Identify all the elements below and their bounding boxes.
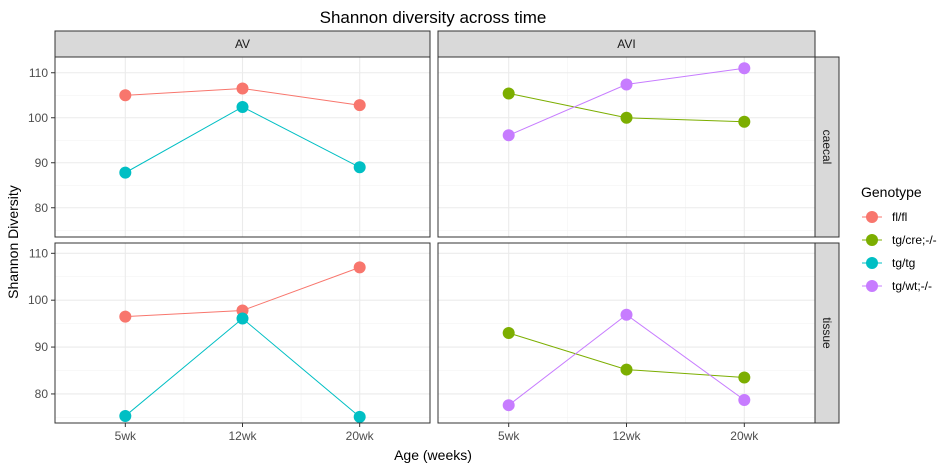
y-tick-label: 110: [29, 246, 48, 260]
legend-point-tg-wt: [866, 280, 878, 292]
legend-label-tg-wt: tg/wt;-/-: [892, 279, 932, 293]
facet-strip-av: [54, 30, 431, 58]
data-point-tg-cre: [738, 115, 751, 128]
legend-label-tg-cre: tg/cre;-/-: [892, 233, 937, 247]
panel-avi-tissue: 5wk 12wk 20wk: [437, 242, 816, 443]
chart-title: Shannon diversity across time: [320, 8, 547, 27]
x-tick-label: 5wk: [115, 429, 137, 443]
data-point-tg-cre: [738, 371, 751, 384]
facet-strip-tissue: [814, 242, 840, 424]
legend: Genotype fl/fl tg/cre;-/- tg/tg tg/wt;-/-: [861, 184, 937, 297]
x-tick-label: 12wk: [228, 429, 257, 443]
panel-border: [437, 242, 816, 424]
data-point-tg-tg: [119, 409, 132, 422]
legend-point-tg-cre: [866, 234, 878, 246]
facet-strip-label: tissue: [820, 317, 834, 349]
panel-av-tissue: 80 90 100 110 5wk 12wk 20wk: [28, 242, 431, 443]
facet-strip-caecal: [814, 56, 840, 238]
legend-point-tg-tg: [866, 257, 878, 269]
data-point-tg-tg: [236, 312, 249, 325]
data-point-fl-fl: [119, 89, 132, 102]
y-tick-label: 90: [35, 156, 49, 170]
data-point-fl-fl: [353, 261, 366, 274]
panel-border: [437, 56, 816, 238]
x-tick-label: 20wk: [346, 429, 375, 443]
data-point-tg-tg: [353, 161, 366, 174]
y-tick-label: 80: [35, 201, 49, 215]
panel-av-caecal: 80 90 100 110: [28, 56, 431, 238]
panel-border: [54, 242, 431, 424]
data-point-tg-wt: [620, 308, 633, 321]
data-point-tg-wt: [738, 62, 751, 75]
data-point-tg-wt: [620, 78, 633, 91]
facet-strip-avi: [437, 30, 816, 58]
data-point-tg-cre: [502, 327, 515, 339]
legend-point-fl-fl: [866, 211, 878, 223]
facet-strip-label: AV: [235, 37, 250, 51]
data-point-tg-cre: [502, 87, 515, 100]
y-tick-label: 80: [35, 387, 49, 401]
data-point-tg-tg: [236, 100, 249, 113]
y-tick-label: 110: [29, 66, 48, 80]
data-point-tg-cre: [620, 363, 633, 376]
legend-label-fl-fl: fl/fl: [892, 210, 907, 224]
data-point-tg-wt: [502, 399, 515, 412]
data-point-tg-tg: [119, 166, 132, 179]
x-tick-label: 20wk: [730, 429, 759, 443]
panel-avi-caecal: [437, 56, 816, 238]
x-axis-title: Age (weeks): [394, 447, 472, 463]
x-tick-label: 12wk: [612, 429, 641, 443]
panel-border: [54, 56, 431, 238]
y-tick-label: 100: [28, 293, 48, 307]
facet-strip-label: caecal: [820, 130, 834, 165]
data-point-tg-cre: [620, 111, 633, 124]
x-tick-label: 5wk: [498, 429, 520, 443]
y-axis-title: Shannon Diversity: [5, 185, 21, 299]
y-tick-label: 100: [28, 111, 48, 125]
data-point-tg-tg: [353, 410, 366, 423]
data-point-fl-fl: [353, 99, 366, 112]
legend-title: Genotype: [861, 184, 922, 200]
data-point-fl-fl: [119, 310, 132, 323]
facet-panels: AV AVI caecal tissue 80 90 100 110 80 90 100 110 5wk…: [28, 30, 840, 443]
data-point-tg-wt: [738, 394, 751, 407]
legend-label-tg-tg: tg/tg: [892, 256, 915, 270]
y-tick-label: 90: [35, 340, 49, 354]
data-point-fl-fl: [236, 82, 249, 95]
data-point-tg-wt: [502, 129, 515, 142]
facet-strip-label: AVI: [617, 37, 635, 51]
